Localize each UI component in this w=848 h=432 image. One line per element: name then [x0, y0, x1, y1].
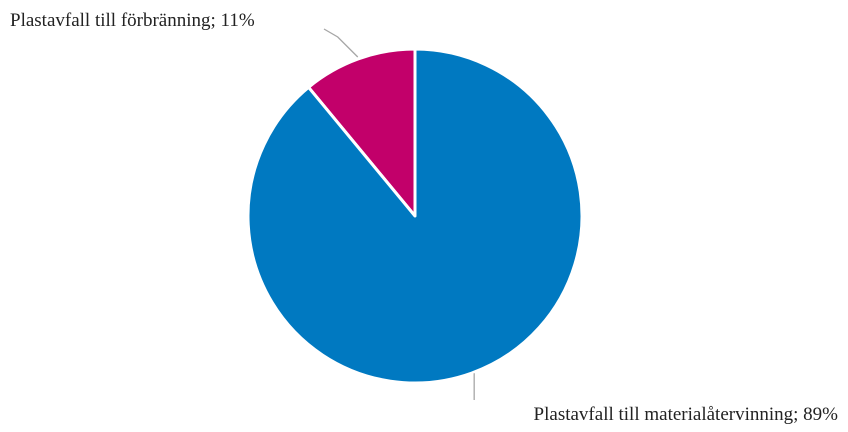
pie-slice-forbranning	[307, 47, 417, 218]
slice-label-forbranning: Plastavfall till förbränning; 11%	[10, 10, 255, 31]
slice-labels: Plastavfall till förbränning; 11% Plasta…	[10, 10, 838, 425]
leader-line-forbranning	[323, 28, 359, 58]
pie-slices	[246, 47, 584, 385]
slice-label-materialatervinning: Plastavfall till materialåtervinning; 89…	[534, 404, 839, 425]
leader-lines	[323, 28, 475, 400]
pie-slice-materialatervinning	[246, 47, 584, 385]
